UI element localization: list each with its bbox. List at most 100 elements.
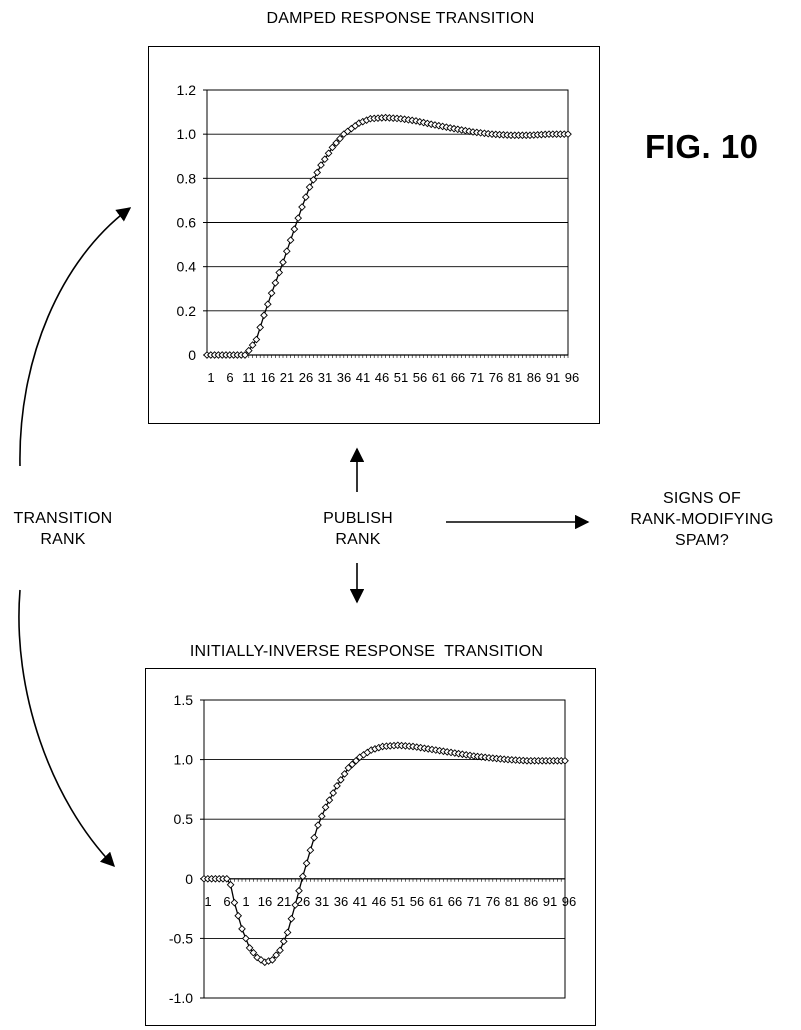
damped-x-tick-label: 86 [527,370,541,385]
inverse-response-chart: -1.0-0.500.51.01.51 6 1 16 21 26 31 36 41 46 51 56 6… [145,668,596,1026]
transition-rank-label: TRANSITION RANK [0,508,126,550]
damped-data-point [294,214,303,222]
damped-data-point [252,335,261,344]
spam-question-label: SIGNS OF RANK-MODIFYING SPAM? [604,488,800,551]
inverse-y-tick-label: -1.0 [169,990,193,1006]
damped-data-point [275,268,284,277]
damped-data-point [256,323,265,332]
inverse-data-point [336,776,345,784]
damped-x-tick-label: 36 [337,370,351,385]
damped-x-tick-label: 71 [470,370,484,385]
inverse-data-point [222,874,231,883]
inverse-x-tick-label: 46 [372,894,386,909]
damped-data-point [286,236,295,245]
inverse-data-point [298,872,307,881]
inverse-x-tick-label: 41 [353,894,367,909]
inverse-data-point [561,756,569,765]
inverse-data-point [306,846,315,855]
damped-response-chart: 00.20.40.60.81.01.21 6 11 16 21 26 31 36 41 46 51 5… [148,46,600,424]
damped-data-point [271,279,280,287]
damped-data-point [267,289,276,298]
damped-y-tick-label: 0.2 [177,303,197,319]
inverse-x-tick-label: 81 [505,894,519,909]
inverse-data-point [340,770,349,778]
inverse-data-point [295,886,303,895]
damped-x-tick-label: 66 [451,370,465,385]
curved-arrow-to-inverse [18,589,116,868]
publish-rank-line-1: PUBLISH [323,510,393,527]
publish-rank-line-2: RANK [335,531,381,548]
inverse-x-tick-label: 76 [486,894,500,909]
inverse-frame [145,668,596,1026]
inverse-data-point [344,764,353,772]
damped-x-tick-label: 51 [394,370,408,385]
inverse-y-tick-label: 1.0 [174,752,194,768]
damped-data-point [298,203,306,211]
transition-rank-line-2: RANK [40,531,86,548]
inverse-data-point [226,880,235,889]
inverse-data-point [241,934,250,943]
inverse-data-point [317,812,326,821]
damped-data-point [241,351,249,359]
damped-data-point [263,300,272,309]
damped-x-tick-label: 6 [226,370,233,385]
damped-data-point [305,183,314,192]
damped-x-tick-label: 56 [413,370,427,385]
inverse-x-tick-label: 1 [242,894,249,909]
inverse-x-tick-label: 51 [391,894,405,909]
inverse-x-tick-label: 6 [223,894,230,909]
inverse-x-tick-label: 91 [543,894,557,909]
inverse-data-point [329,789,338,797]
damped-data-point [282,247,291,256]
inverse-data-point [272,951,281,959]
damped-x-tick-label: 31 [318,370,332,385]
inverse-data-point [325,796,334,804]
damped-data-point [317,161,325,169]
inverse-x-tick-label: 31 [315,894,329,909]
inverse-x-tick-label: 16 [258,894,272,909]
inverse-data-point [245,944,254,952]
inverse-data-point [249,948,258,957]
damped-x-tick-label: 16 [261,370,275,385]
inverse-data-point [268,956,277,964]
damped-y-tick-label: 0.6 [177,215,197,231]
publish-rank-label: PUBLISH RANK [300,508,416,550]
inverse-data-point [287,914,296,923]
chart-title-damped: DAMPED RESPONSE TRANSITION [266,10,535,27]
damped-data-point [309,175,318,184]
inverse-x-tick-label: 36 [334,894,348,909]
damped-x-tick-label: 21 [280,370,294,385]
damped-data-point [336,134,344,143]
damped-x-tick-label: 1 [207,370,214,385]
damped-y-tick-label: 0 [188,347,196,363]
inverse-data-point [321,803,330,812]
inverse-x-tick-label: 26 [296,894,310,909]
damped-x-tick-label: 41 [356,370,370,385]
inverse-x-tick-label: 71 [467,894,481,909]
damped-y-tick-label: 0.4 [177,259,197,275]
inverse-x-tick-label: 66 [448,894,462,909]
spam-question-line-1: SIGNS OF [662,490,742,507]
inverse-data-point [253,953,262,962]
damped-data-point [332,139,341,147]
chart-title-inverse: INITIALLY-INVERSE RESPONSE TRANSITION [189,643,544,660]
spam-question-line-2: RANK-MODIFYING [630,511,774,528]
damped-y-tick-label: 1.2 [177,82,197,98]
damped-data-point [313,168,322,177]
damped-data-point [290,225,299,233]
inverse-x-tick-label: 61 [429,894,443,909]
figure-label: FIG. 10 [645,128,759,165]
damped-y-tick-label: 1.0 [177,126,197,142]
inverse-data-point [234,911,243,920]
inverse-data-point [310,833,319,842]
inverse-data-point [279,937,288,946]
inverse-y-tick-label: 0.5 [174,811,194,827]
inverse-x-tick-label: 21 [277,894,291,909]
damped-x-tick-label: 81 [508,370,522,385]
damped-data-point [244,346,253,355]
damped-data-point [279,258,287,267]
damped-data-point [320,155,329,164]
inverse-data-point [291,901,300,909]
inverse-x-tick-label: 1 [204,894,211,909]
damped-data-point [260,311,268,320]
